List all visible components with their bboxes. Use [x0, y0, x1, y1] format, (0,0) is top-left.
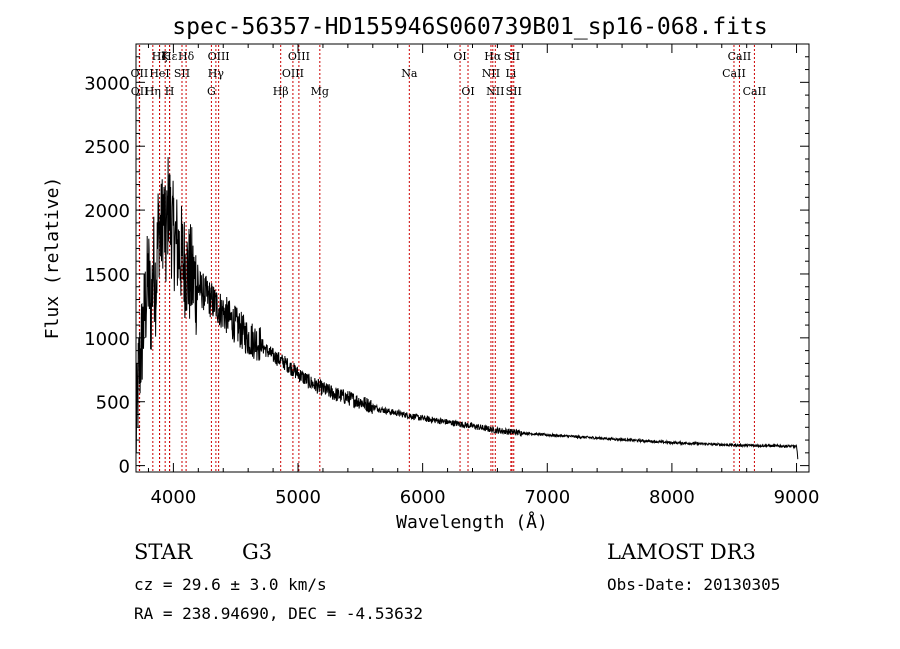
- object-subclass: G3: [242, 540, 272, 564]
- obs-date: Obs-Date: 20130305: [607, 575, 780, 594]
- y-axis-label: Flux (relative): [42, 177, 63, 340]
- spectral-line-label: OIII: [288, 50, 310, 63]
- survey-name: LAMOST DR3: [607, 540, 756, 564]
- spectrum-line: [135, 157, 799, 460]
- y-tick-label: 500: [96, 393, 130, 414]
- spectral-line-label: OIII: [282, 67, 304, 80]
- spectral-line-label: Na: [401, 67, 418, 80]
- spectral-line-label: OII: [131, 85, 149, 98]
- spectral-line-label: SII: [174, 67, 190, 80]
- spectral-line-label: Hδ: [178, 50, 195, 63]
- spectral-line-label: Hη: [145, 85, 161, 98]
- spectral-line-label: K: [161, 50, 170, 63]
- spectral-line-label: SII: [506, 85, 522, 98]
- plot-frame: [135, 43, 810, 473]
- spectral-line-label: Hγ: [208, 67, 225, 80]
- y-tick-label: 2500: [84, 137, 130, 158]
- x-tick-label: 6000: [400, 487, 446, 508]
- x-axis: 4000 5000 6000 7000 8000 9000: [147, 44, 820, 508]
- spectral-line-label: HeI: [149, 67, 169, 80]
- y-tick-label: 1500: [84, 265, 130, 286]
- spectral-line-label: Li: [505, 67, 516, 80]
- spectral-line-label: CaII: [743, 85, 767, 98]
- spectral-line-label: Hβ: [273, 85, 289, 98]
- x-tick-label: 4000: [150, 487, 196, 508]
- spectral-line-label: Hα: [484, 50, 502, 63]
- x-tick-label: 9000: [774, 487, 820, 508]
- spectral-line-label: G: [207, 85, 216, 98]
- object-class: STAR: [134, 540, 193, 564]
- y-tick-label: 1000: [84, 329, 130, 350]
- spectral-line-label: OI: [453, 50, 466, 63]
- radec-text: RA = 238.94690, DEC = -4.53632: [134, 604, 423, 623]
- spectral-lines-layer: [138, 45, 755, 472]
- spectral-line-label: Hε: [162, 50, 178, 63]
- y-tick-label: 3000: [84, 73, 130, 94]
- x-tick-label: 5000: [275, 487, 321, 508]
- x-tick-label: 8000: [649, 487, 695, 508]
- redshift-text: cz = 29.6 ± 3.0 km/s: [134, 575, 327, 594]
- y-axis: 0 500 1000 1500 2000 2500 3000: [84, 56, 809, 478]
- y-tick-label: 2000: [84, 201, 130, 222]
- spectral-line-label: OII: [131, 67, 149, 80]
- spectral-line-label: Hζ: [152, 50, 168, 63]
- y-tick-label: 0: [119, 457, 130, 478]
- spectral-line-label: CaII: [722, 67, 746, 80]
- spectral-line-label: NII: [486, 85, 504, 98]
- spectral-line-label: OI: [461, 85, 474, 98]
- spectral-line-label: OIII: [208, 50, 230, 63]
- x-axis-label: Wavelength (Å): [396, 511, 548, 533]
- spectral-line-label: NII: [482, 67, 500, 80]
- spectral-line-label: SII: [504, 50, 520, 63]
- spectral-line-label: H: [165, 85, 175, 98]
- x-tick-label: 7000: [524, 487, 570, 508]
- spectral-line-label: Mg: [311, 85, 329, 98]
- spectral-line-label: CaII: [728, 50, 752, 63]
- chart-title: spec-56357-HD155946S060739B01_sp16-068.f…: [172, 14, 767, 40]
